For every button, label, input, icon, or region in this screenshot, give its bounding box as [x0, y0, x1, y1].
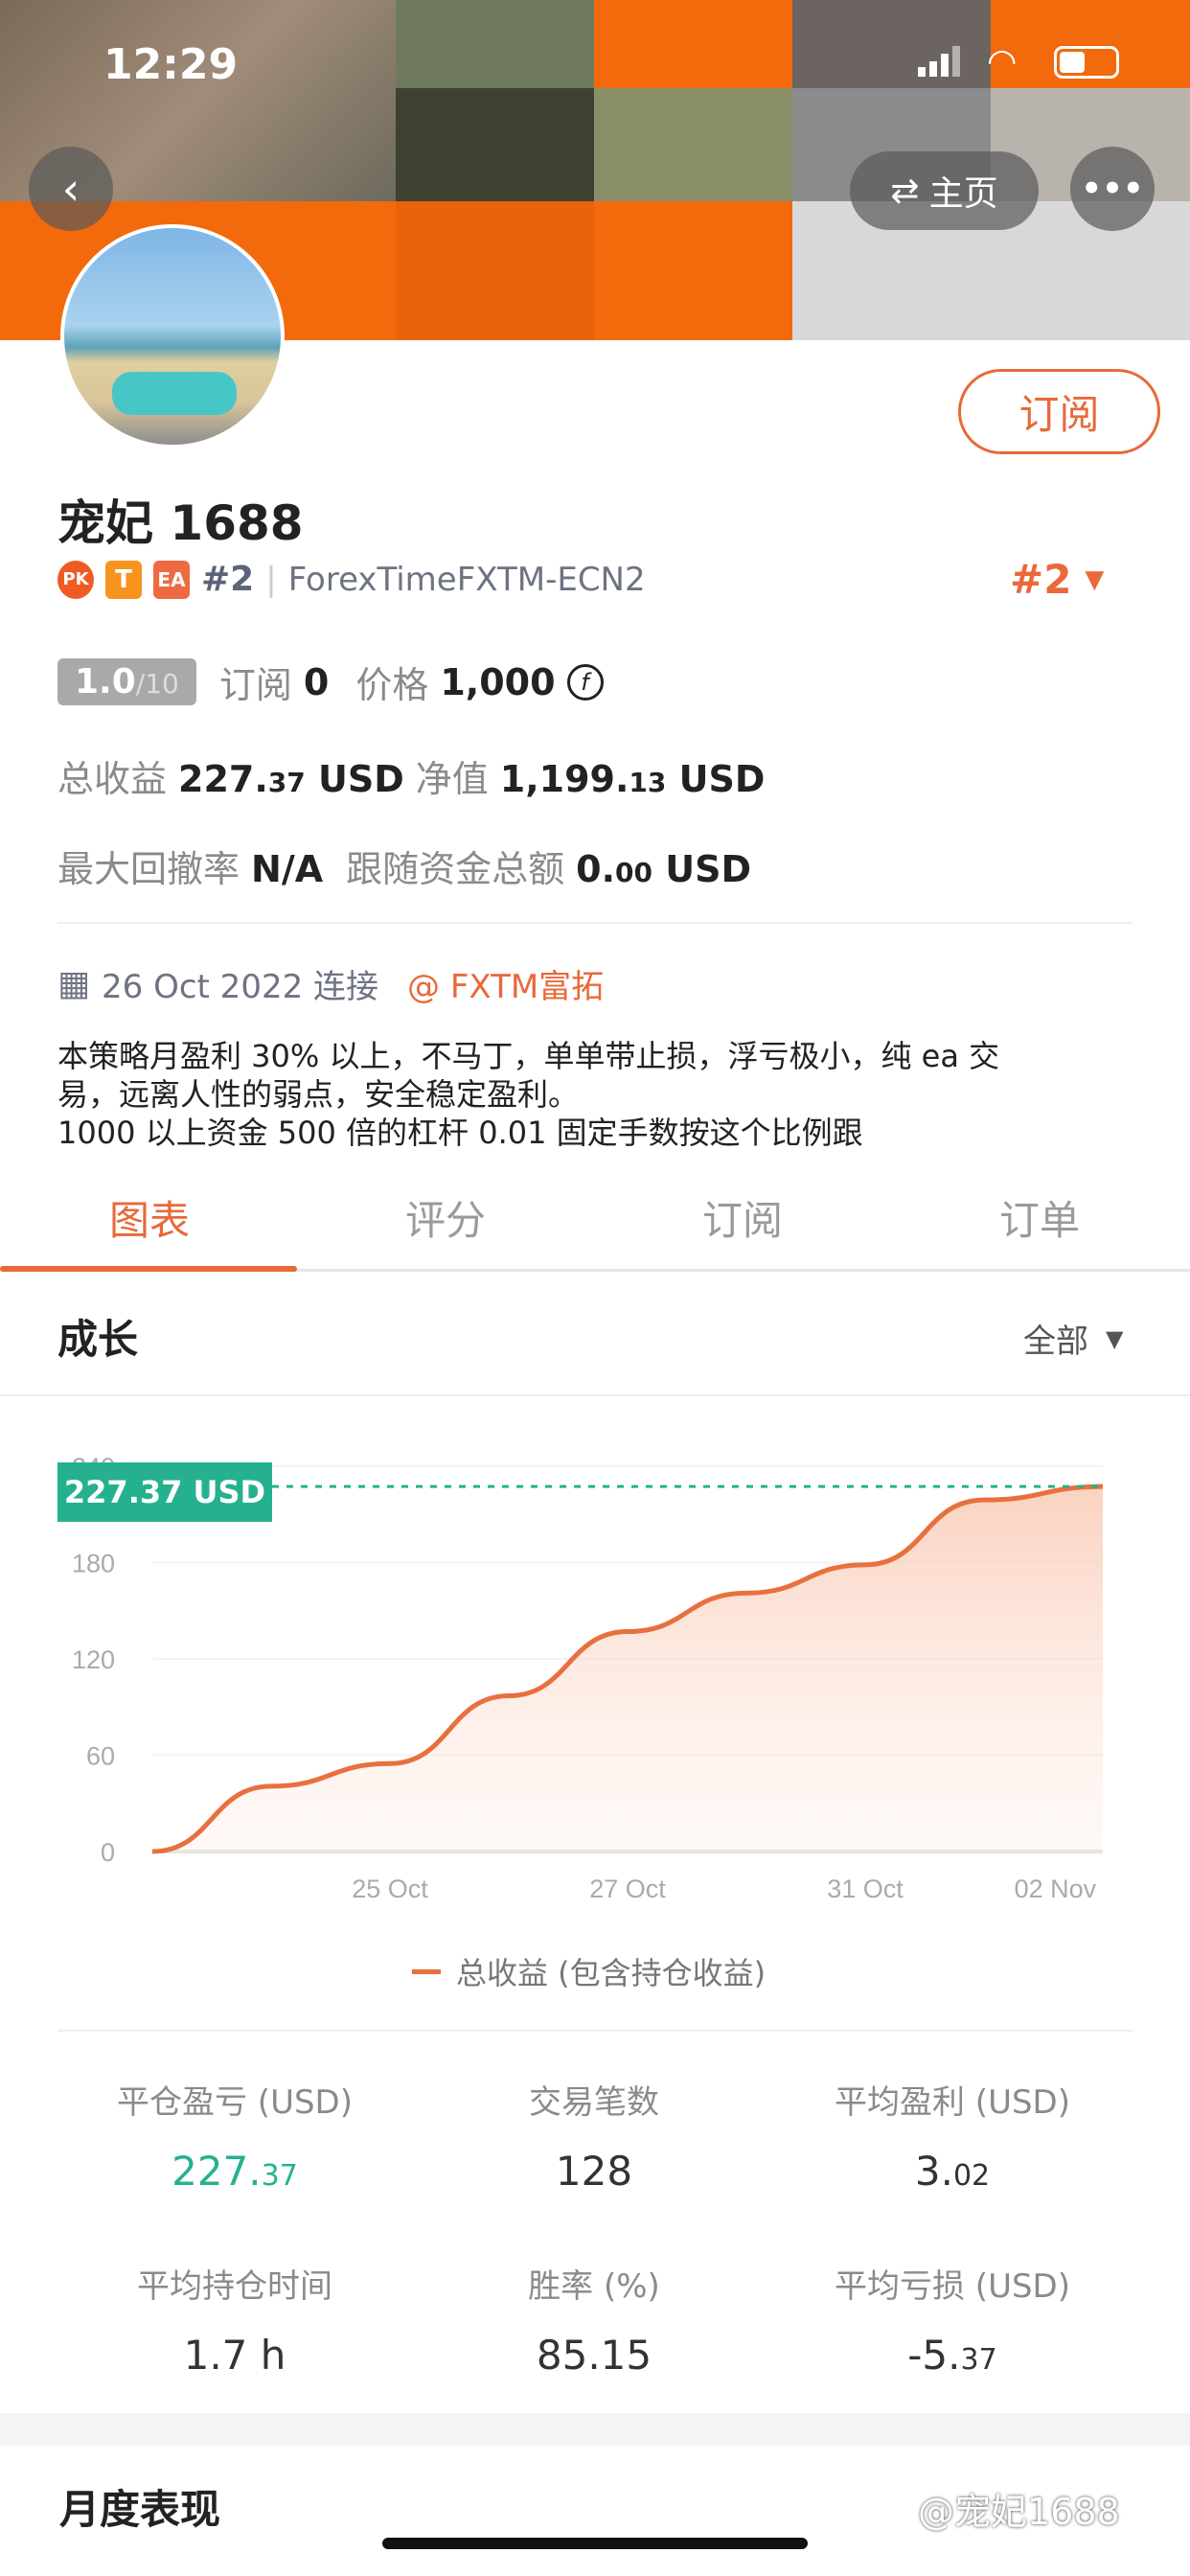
growth-title: 成长 [57, 1316, 139, 1363]
cover-photo [792, 0, 991, 88]
cover-photo [396, 0, 594, 88]
stat-label: 平均持仓时间 [137, 2267, 332, 2306]
cover-photo [396, 88, 594, 201]
stat-value: 227.37 [172, 2148, 298, 2195]
stat-value: 128 [555, 2148, 633, 2195]
price-value: 1,000 [440, 660, 556, 703]
legend-label: 总收益 (包含持仓收益) [456, 1955, 767, 1991]
back-button[interactable]: ‹ [29, 147, 113, 231]
stat-value: 3.02 [914, 2148, 991, 2195]
equity-label: 净值 [415, 758, 489, 800]
price-label: 价格 [355, 664, 429, 706]
home-indicator [382, 2538, 808, 2549]
connected-date: 26 Oct 2022 连接 [102, 968, 379, 1006]
tab-chart[interactable]: 图表 [108, 1197, 190, 1244]
current-value-label: 227.37 USD [57, 1462, 272, 1522]
calendar-icon: ▦ [57, 964, 91, 1003]
growth-area [152, 1486, 1103, 1852]
monthly-title: 月度表现 [59, 2486, 221, 2533]
stat-label: 平均亏损 (USD) [835, 2267, 1070, 2306]
max-drawdown-label: 最大回撤率 [57, 848, 240, 890]
tab-divider [0, 1269, 1190, 1272]
rank-dropdown[interactable]: #2 ▼ [1010, 556, 1104, 603]
stat-item: 平仓盈亏 (USD) 227.37 [53, 2076, 417, 2195]
y-tick-label: 120 [72, 1645, 115, 1674]
section-gap [0, 2413, 1190, 2446]
tab-subscription[interactable]: 订阅 [701, 1197, 783, 1244]
active-tab-indicator [0, 1266, 297, 1272]
stat-value: 85.15 [536, 2332, 652, 2379]
ea-badge-icon: EA [153, 560, 190, 599]
cover-photo [594, 88, 792, 201]
stat-label: 平仓盈亏 (USD) [117, 2083, 353, 2122]
tab-rating[interactable]: 评分 [404, 1197, 486, 1244]
follow-funds-label: 跟随资金总额 [346, 848, 565, 890]
y-tick-label: 180 [72, 1550, 115, 1578]
broker-link[interactable]: @ FXTM富拓 [407, 968, 605, 1006]
stat-value: -5.37 [907, 2332, 997, 2379]
pk-badge-icon: PK [57, 560, 94, 599]
tab-orders[interactable]: 订单 [998, 1197, 1080, 1244]
cover-pattern [396, 201, 594, 340]
stat-item: 胜率 (%) 85.15 [412, 2260, 776, 2379]
subscribe-button[interactable]: 订阅 [958, 369, 1160, 454]
chevron-left-icon: ‹ [61, 163, 80, 215]
ellipsis-icon: ••• [1081, 170, 1144, 208]
total-profit-value: 227.37 USD [178, 758, 404, 800]
divider [0, 1394, 1190, 1396]
stat-label: 交易笔数 [529, 2083, 659, 2122]
more-button[interactable]: ••• [1070, 147, 1155, 231]
stat-label: 平均盈利 (USD) [835, 2083, 1070, 2122]
range-filter-dropdown[interactable]: 全部 ▼ [1023, 1322, 1124, 1361]
divider [57, 922, 1133, 924]
legend-line-icon [412, 1968, 441, 1974]
stat-item: 平均盈利 (USD) 3.02 [770, 2076, 1134, 2195]
caret-down-icon: ▼ [1106, 1324, 1124, 1352]
swap-arrows-icon: ⇄ [890, 171, 920, 211]
stat-label: 胜率 (%) [528, 2267, 660, 2306]
watermark: @宠妃1688 [918, 2491, 1120, 2533]
stat-item: 平均亏损 (USD) -5.37 [770, 2260, 1134, 2379]
chart-legend: 总收益 (包含持仓收益) [412, 1949, 766, 1993]
divider [57, 2030, 1133, 2032]
y-tick-label: 0 [101, 1838, 115, 1867]
avatar[interactable] [60, 224, 285, 448]
t-badge-icon: T [105, 560, 142, 599]
stat-item: 交易笔数 128 [412, 2076, 776, 2195]
subscribers-label: 订阅 [218, 664, 292, 706]
home-button[interactable]: ⇄ 主页 [850, 151, 1039, 230]
signal-icon [918, 46, 960, 77]
y-tick-label: 60 [86, 1742, 115, 1771]
status-time: 12:29 [103, 40, 239, 89]
wifi-icon: ◠ [987, 42, 1018, 81]
rank-right: #2 [1010, 556, 1072, 603]
rating-badge: 1.0/10 [57, 658, 196, 705]
rank-label: #2 [201, 560, 255, 599]
battery-icon [1054, 46, 1119, 79]
trader-name: 宠妃 1688 [57, 495, 304, 551]
subscribers-value: 0 [303, 660, 330, 703]
strategy-description: 本策略月盈利 30% 以上，不马丁，单单带止损，浮亏极小，纯 ea 交易，远离人… [57, 1038, 1000, 1151]
max-drawdown-value: N/A [251, 848, 324, 890]
growth-line [151, 1484, 1104, 1854]
x-tick-label: 27 Oct [589, 1874, 666, 1903]
equity-value: 1,199.13 USD [499, 758, 766, 800]
x-tick-label: 02 Nov [1015, 1874, 1097, 1903]
server-name: ForexTimeFXTM-ECN2 [287, 560, 646, 599]
coin-icon: f [566, 663, 604, 701]
total-profit-label: 总收益 [57, 758, 168, 800]
caret-down-icon: ▼ [1085, 564, 1105, 594]
x-tick-label: 31 Oct [827, 1874, 904, 1903]
x-tick-label: 25 Oct [352, 1874, 428, 1903]
stat-item: 平均持仓时间 1.7 h [53, 2260, 417, 2379]
follow-funds-value: 0.00 USD [576, 848, 751, 890]
divider: | [265, 560, 277, 599]
stat-value: 1.7 h [183, 2332, 286, 2379]
home-label: 主页 [928, 174, 998, 214]
